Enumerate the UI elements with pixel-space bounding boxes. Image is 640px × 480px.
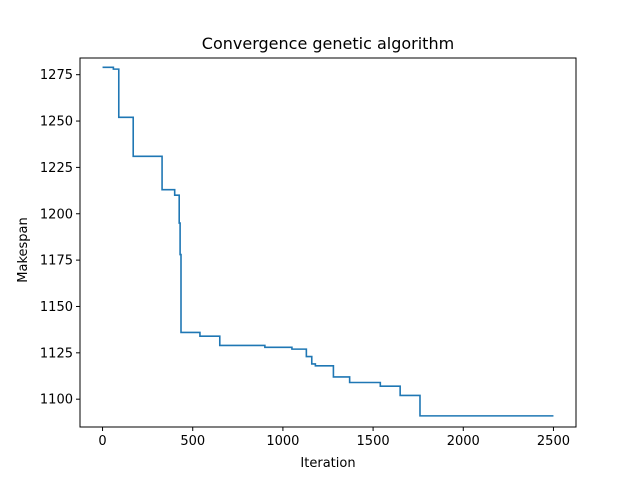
plot-area: 0 500 1000 1500 2000 2500 1100 1125 1150 1175 1200…	[40, 57, 577, 449]
y-tick-label: 1200	[40, 207, 73, 222]
series-line-0	[102, 66, 554, 417]
y-tick-label: 1275	[40, 68, 73, 83]
x-tick-label: 0	[98, 434, 106, 449]
y-tick-label: 1250	[40, 115, 73, 130]
y-tick-label: 1125	[40, 346, 73, 361]
x-tick-label: 1500	[357, 434, 390, 449]
x-tick-label: 1000	[266, 434, 299, 449]
y-tick-label: 1175	[40, 254, 73, 269]
x-tick-label: 2500	[537, 434, 570, 449]
y-tick-label: 1150	[40, 300, 73, 315]
x-axis-title: Iteration	[300, 456, 355, 471]
y-tick-label: 1100	[40, 393, 73, 408]
x-tick-label: 2000	[447, 434, 480, 449]
chart-title: Convergence genetic algorithm	[202, 34, 454, 53]
y-axis-title: Makespan	[16, 217, 31, 282]
axes-frame	[79, 57, 577, 428]
x-tick-label: 500	[180, 434, 205, 449]
y-tick-label: 1225	[40, 161, 73, 176]
